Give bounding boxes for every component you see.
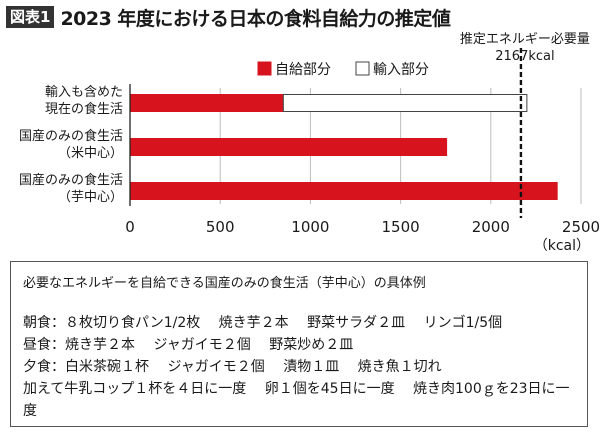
- x-tick-label-1: 500: [206, 218, 235, 236]
- meal-breakfast: 朝食：８枚切り食パン1/2枚 焼き芋２本 野菜サラダ２皿 リンゴ1/5個: [23, 315, 503, 331]
- example-diet-heading: 必要なエネルギーを自給できる国産のみの食生活（芋中心）の具体例: [23, 276, 426, 291]
- meal-extra: 加えて牛乳コップ１杯を４日に一度 卵１個を45日に一度 焼き肉100ｇを23日に…: [23, 381, 570, 419]
- category-label-2: 国産のみの食生活（芋中心）: [19, 172, 123, 205]
- x-tick-label-3: 1500: [382, 218, 420, 236]
- x-tick-label-2: 1000: [291, 218, 329, 236]
- x-tick-label-4: 2000: [472, 218, 510, 236]
- example-diet-box: 必要なエネルギーを自給できる国産のみの食生活（芋中心）の具体例 朝食：８枚切り食…: [10, 261, 588, 427]
- category-label-0: 輸入も含めた現在の食生活: [45, 84, 123, 117]
- title-row: 図表1 2023 年度における日本の食料自給力の推定値: [6, 4, 451, 30]
- legend-swatch-1: [355, 61, 370, 76]
- chart-title: 2023 年度における日本の食料自給力の推定値: [60, 7, 451, 30]
- legend-label-1: 輸入部分: [373, 62, 429, 78]
- figure-label: 図表1: [6, 6, 55, 28]
- x-tick-label-0: 0: [125, 218, 135, 236]
- reference-line-label: 推定エネルギー必要量: [460, 32, 590, 47]
- meal-lunch: 昼食：焼き芋２本 ジャガイモ２個 野菜炒め２皿: [23, 337, 354, 353]
- legend-swatch-0: [257, 61, 272, 76]
- bar-1-series-0: [129, 138, 448, 156]
- category-label-1: 国産のみの食生活（米中心）: [19, 128, 123, 161]
- bar-0-series-1: [282, 94, 528, 112]
- x-tick-label-5: 2500: [562, 218, 600, 236]
- meal-dinner: 夕食：白米茶碗１杯 ジャガイモ２個 漬物１皿 焼き魚１切れ: [23, 359, 442, 375]
- x-unit-label: （kcal）: [534, 238, 590, 254]
- bar-2-series-0: [129, 182, 558, 200]
- bar-0-series-0: [129, 94, 284, 112]
- legend-label-0: 自給部分: [275, 62, 331, 78]
- reference-line-value: 2167kcal: [495, 49, 554, 64]
- example-diet-lines: 朝食：８枚切り食パン1/2枚 焼き芋２本 野菜サラダ２皿 リンゴ1/5個 昼食：…: [23, 312, 577, 422]
